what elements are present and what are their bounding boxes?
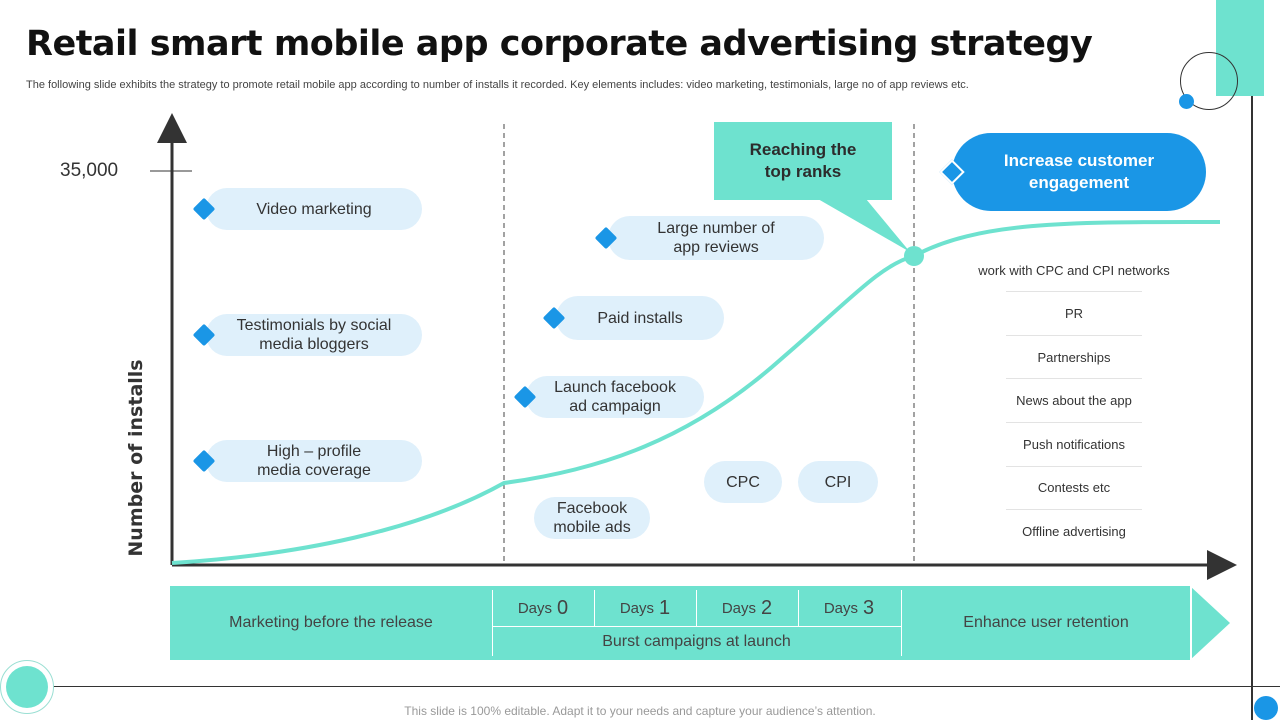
day-cell: Days 2: [696, 590, 798, 626]
tactic-label: Facebook mobile ads: [553, 500, 631, 536]
callout-engagement-text: Increase customer engagement: [1003, 151, 1155, 192]
tactic-video-marketing: Video marketing: [206, 188, 422, 230]
tactic-app-reviews: Large number of app reviews: [608, 216, 824, 260]
slide-footer: This slide is 100% editable. Adapt it to…: [404, 704, 876, 718]
tactic-label: Video marketing: [256, 200, 372, 218]
tactic-label: High – profile media coverage: [257, 443, 371, 479]
tactic-label: Testimonials by social media bloggers: [236, 317, 392, 353]
engagement-item: Partnerships: [1037, 350, 1111, 365]
day-word: Days: [823, 599, 859, 617]
callout-pointer: [818, 199, 910, 252]
phase-retention-label: Enhance user retention: [963, 614, 1129, 631]
timeline-tip-divider: [1190, 586, 1192, 660]
tactic-facebook-mobile-ads: Facebook mobile ads: [534, 497, 650, 539]
day-word: Days: [517, 599, 553, 617]
list-divider: [1006, 291, 1142, 292]
bottom-left-dot: [6, 666, 48, 708]
day-number: 0: [557, 596, 569, 619]
tactic-label: CPC: [726, 473, 760, 491]
list-divider: [1006, 466, 1142, 467]
phase-pre-release-label: Marketing before the release: [229, 614, 433, 631]
timeline-divider: [594, 590, 595, 626]
tactic-cpc: CPC: [704, 461, 782, 503]
phase-burst-label: Burst campaigns at launch: [602, 633, 791, 650]
bottom-border-line: [50, 686, 1280, 687]
timeline-divider: [492, 626, 901, 627]
day-number: 1: [659, 596, 671, 619]
tactic-paid-installs: Paid installs: [556, 296, 724, 340]
list-divider: [1006, 422, 1142, 423]
timeline-divider: [901, 590, 902, 656]
timeline-divider: [492, 590, 493, 656]
tactic-facebook-campaign: Launch facebook ad campaign: [526, 376, 704, 418]
tactic-testimonials: Testimonials by social media bloggers: [206, 314, 422, 356]
engagement-item: Offline advertising: [1022, 524, 1126, 539]
day-cell: Days 3: [798, 590, 900, 626]
timeline-divider: [798, 590, 799, 626]
callout-top-ranks-text: Reaching the top ranks: [749, 140, 857, 181]
top-rank-marker: [904, 246, 924, 266]
timeline-divider: [696, 590, 697, 626]
day-word: Days: [721, 599, 757, 617]
slide-title: Retail smart mobile app corporate advert…: [26, 24, 1093, 64]
y-axis-label: Number of installs: [125, 359, 147, 557]
day-word: Days: [619, 599, 655, 617]
list-divider: [1006, 509, 1142, 510]
list-divider: [1006, 335, 1142, 336]
engagement-item: News about the app: [1016, 393, 1132, 408]
corner-accent-dot: [1179, 94, 1194, 109]
engagement-item: Push notifications: [1023, 437, 1125, 452]
callout-customer-engagement: Increase customer engagement: [952, 133, 1206, 211]
y-tick-label: 35,000: [60, 160, 119, 181]
tactic-cpi: CPI: [798, 461, 878, 503]
tactic-label: Large number of app reviews: [657, 220, 775, 256]
tactic-media-coverage: High – profile media coverage: [206, 440, 422, 482]
day-number: 3: [863, 596, 875, 619]
day-cell: Days 0: [492, 590, 594, 626]
list-divider: [1006, 378, 1142, 379]
tactic-label: CPI: [824, 473, 852, 491]
timeline-band: [170, 586, 1230, 660]
bottom-right-dot: [1254, 696, 1278, 720]
callout-top-ranks: Reaching the top ranks: [714, 122, 892, 200]
installs-curve: [171, 219, 1221, 565]
right-border-line: [1251, 96, 1253, 720]
engagement-item: Contests etc: [1037, 480, 1111, 495]
engagement-item: PR: [1064, 306, 1084, 321]
tactic-label: Paid installs: [597, 309, 683, 327]
engagement-item: work with CPC and CPI networks: [978, 263, 1170, 278]
tactic-label: Launch facebook ad campaign: [554, 379, 676, 415]
corner-accent-circle: [1180, 52, 1238, 110]
slide-subtitle: The following slide exhibits the strateg…: [26, 79, 969, 91]
day-cell: Days 1: [594, 590, 696, 626]
day-number: 2: [761, 596, 773, 619]
